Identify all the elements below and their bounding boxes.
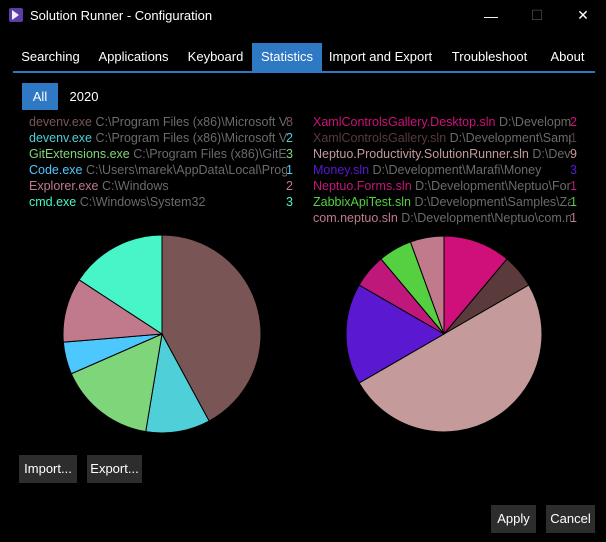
applications-list: devenv.exe C:\Program Files (x86)\Micros… (29, 114, 295, 210)
solution-row: Neptuo.Forms.sln D:\Development\Neptuo\F… (313, 178, 579, 194)
application-pie-slice (78, 234, 163, 335)
tab-applications[interactable]: Applications (98, 49, 169, 64)
solution-row-count: 1 (570, 211, 577, 225)
application-row-count: 2 (286, 131, 293, 145)
application-row-path: C:\Program Files (x86)\Microsoft Visu (92, 131, 287, 145)
solution-row-path: D:\Development\Neptuo\com.ne (397, 211, 571, 225)
tab-import-and-export[interactable]: Import and Export (328, 49, 433, 64)
tab-statistics[interactable]: Statistics (252, 43, 322, 71)
solutions-pie-chart (345, 235, 543, 433)
solution-row-name: ZabbixApiTest.sln (313, 195, 411, 209)
application-row-count: 8 (286, 115, 293, 129)
solution-row: Neptuo.Productivity.SolutionRunner.sln D… (313, 146, 579, 162)
solution-row-name: XamlControlsGallery.Desktop.sln (313, 115, 496, 129)
application-row-path: C:\Windows (98, 179, 169, 193)
solution-row-path: D:\Development\Marafi\Money (369, 163, 542, 177)
solution-pie-slice (443, 235, 508, 336)
filter-all[interactable]: All (22, 83, 58, 110)
tab-searching[interactable]: Searching (21, 49, 80, 64)
solution-row: XamlControlsGallery.Desktop.sln D:\Devel… (313, 114, 579, 130)
solution-row-name: com.neptuo.sln (313, 211, 398, 225)
title-bar: Solution Runner - Configuration — ☐ ✕ (0, 0, 606, 31)
application-row: GitExtensions.exe C:\Program Files (x86)… (29, 146, 295, 162)
application-row-count: 3 (286, 147, 293, 161)
solution-row-count: 1 (570, 131, 577, 145)
application-row-count: 3 (286, 195, 293, 209)
application-row-path: C:\Users\marek\AppData\Local\Program (82, 163, 287, 177)
maximize-button[interactable]: ☐ (530, 7, 544, 23)
application-row: Explorer.exe C:\Windows 2 (29, 178, 295, 194)
applications-pie-chart (62, 234, 262, 434)
solution-row-path: D:\Development\Samples\Zabb (410, 195, 571, 209)
application-row-path: C:\Windows\System32 (76, 195, 206, 209)
application-row: Code.exe C:\Users\marek\AppData\Local\Pr… (29, 162, 295, 178)
export-button[interactable]: Export... (87, 455, 142, 483)
solution-row-name: Neptuo.Productivity.SolutionRunner.sln (313, 147, 529, 161)
solution-row: XamlControlsGallery.sln D:\Development\S… (313, 130, 579, 146)
solution-row: com.neptuo.sln D:\Development\Neptuo\com… (313, 210, 579, 226)
tab-bar: Searching Applications Keyboard Statisti… (13, 43, 595, 73)
application-pie-slice (161, 234, 262, 422)
solution-pie-slice (358, 284, 543, 433)
solution-row-count: 1 (570, 179, 577, 193)
solution-row-count: 2 (570, 115, 577, 129)
window-title: Solution Runner - Configuration (30, 8, 213, 23)
solution-row: ZabbixApiTest.sln D:\Development\Samples… (313, 194, 579, 210)
import-button[interactable]: Import... (19, 455, 77, 483)
application-row-count: 1 (286, 163, 293, 177)
application-row: cmd.exe C:\Windows\System32 3 (29, 194, 295, 210)
solution-row-count: 1 (570, 195, 577, 209)
application-row-path: C:\Program Files (x86)\Microsoft Visu (92, 115, 287, 129)
solution-row-path: D:\Develo (532, 147, 571, 161)
filter-2020[interactable]: 2020 (69, 89, 99, 104)
application-row: devenv.exe C:\Program Files (x86)\Micros… (29, 130, 295, 146)
solution-row-name: Neptuo.Forms.sln (313, 179, 412, 193)
close-button[interactable]: ✕ (577, 7, 589, 23)
solution-row-path: D:\Development\Neptuo\Form (411, 179, 571, 193)
app-icon (9, 8, 23, 22)
solution-row-name: XamlControlsGallery.sln (313, 131, 447, 145)
application-pie-slice (70, 333, 163, 433)
solution-pie-slice (409, 235, 445, 335)
tab-troubleshoot[interactable]: Troubleshoot (451, 49, 528, 64)
solution-row-count: 9 (570, 147, 577, 161)
tab-keyboard[interactable]: Keyboard (187, 49, 244, 64)
application-row-name: devenv.exe (29, 115, 93, 129)
solution-pie-slice (345, 284, 446, 384)
minimize-button[interactable]: — (484, 7, 498, 24)
apply-button[interactable]: Apply (491, 505, 536, 533)
solution-row-count: 3 (570, 163, 577, 177)
application-row-name: Explorer.exe (29, 179, 99, 193)
application-row-name: GitExtensions.exe (29, 147, 130, 161)
application-row-name: Code.exe (29, 163, 83, 177)
solutions-list: XamlControlsGallery.Desktop.sln D:\Devel… (313, 114, 579, 226)
application-row-count: 2 (286, 179, 293, 193)
application-row: devenv.exe C:\Program Files (x86)\Micros… (29, 114, 295, 130)
application-row-name: devenv.exe (29, 131, 93, 145)
cancel-button[interactable]: Cancel (546, 505, 595, 533)
application-row-path: C:\Program Files (x86)\GitExtens (133, 147, 287, 161)
solution-row-path: D:\Development\Samples (449, 131, 571, 145)
solution-row-name: Money.sln (313, 163, 370, 177)
application-row-name: cmd.exe (29, 195, 77, 209)
solution-row: Money.sln D:\Development\Marafi\Money 3 (313, 162, 579, 178)
solution-row-path: D:\Development (498, 115, 571, 129)
tab-about[interactable]: About (550, 49, 585, 64)
